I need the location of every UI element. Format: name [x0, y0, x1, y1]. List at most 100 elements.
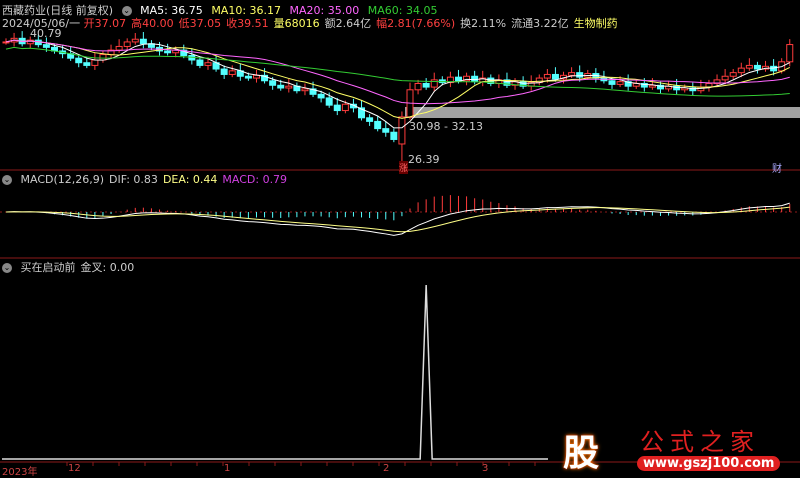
candle	[261, 74, 269, 82]
macd-header: ⌄ MACD(12,26,9) DIF: 0.83 DEA: 0.44 MACD: 0…	[2, 173, 292, 186]
finance-marker[interactable]: 财	[772, 164, 782, 175]
quote-open: 开37.07	[83, 17, 127, 30]
rise-marker[interactable]: 涨	[399, 161, 409, 174]
date-label: 2	[383, 463, 390, 474]
candle	[220, 68, 228, 75]
date-label: 1	[224, 463, 231, 474]
candle	[729, 72, 737, 77]
quote-high: 高40.00	[131, 17, 174, 30]
period: (日线 前复权)	[46, 4, 114, 17]
chevron-down-icon[interactable]: ⌄	[2, 263, 12, 273]
quote-turnover: 换2.11%	[460, 17, 507, 30]
candle	[285, 85, 293, 89]
candle	[99, 54, 107, 61]
candle	[325, 97, 333, 106]
candle	[737, 67, 745, 74]
date-label: 3	[482, 463, 489, 474]
candle	[91, 59, 99, 66]
macd-dea: DEA: 0.44	[162, 173, 218, 186]
candle	[454, 76, 462, 82]
ma5-line	[5, 39, 790, 129]
low-price-label: 26.39	[408, 153, 440, 166]
candle	[430, 79, 438, 88]
quote-change: 幅2.81(7.66%)	[376, 17, 456, 30]
candle	[382, 128, 390, 133]
candle	[398, 116, 406, 145]
candle	[721, 75, 729, 81]
ma20: MA20: 35.00	[289, 4, 360, 17]
ma10: MA10: 36.17	[211, 4, 282, 17]
candle	[228, 70, 236, 75]
candle	[115, 45, 123, 51]
candle	[770, 65, 778, 72]
candle	[75, 57, 83, 64]
candle	[349, 103, 357, 109]
indicator-value: 金叉: 0.00	[80, 261, 135, 274]
macd-value: MACD: 0.79	[222, 173, 288, 186]
candle	[2, 41, 10, 44]
quote-float: 流通3.22亿	[511, 17, 569, 30]
header-bar: 西藏药业(日线 前复权) ⌄ MA5: 36.75 MA10: 36.17 MA…	[2, 2, 442, 18]
stock-name: 西藏药业	[2, 4, 46, 17]
candle	[131, 38, 139, 43]
band-label: 30.98 - 32.13	[409, 120, 483, 133]
candle	[624, 81, 632, 87]
candle	[164, 50, 172, 54]
candle	[519, 81, 527, 87]
candle	[317, 93, 325, 99]
signal-line	[2, 284, 548, 460]
ma60-line	[5, 46, 790, 97]
macd-title: MACD(12,26,9)	[20, 173, 105, 186]
ma10-line	[5, 39, 790, 119]
candle	[786, 44, 794, 63]
candle	[656, 84, 664, 90]
candle	[358, 107, 366, 119]
candle	[551, 73, 559, 80]
candle	[366, 117, 374, 122]
quote-volume: 量68016	[273, 17, 320, 30]
candle	[414, 82, 422, 91]
candle	[576, 72, 584, 78]
candle	[341, 103, 349, 112]
candle	[689, 87, 697, 92]
logo-char: 股	[563, 433, 600, 474]
logo-url: www.gszj100.com	[637, 456, 781, 471]
dif-line	[5, 202, 790, 236]
candle	[648, 84, 656, 88]
quote-date: 2024/05/06/一	[2, 17, 81, 30]
candle	[616, 81, 624, 85]
candle	[83, 62, 91, 66]
macd-dif: DIF: 0.83	[109, 173, 158, 186]
candle	[374, 120, 382, 130]
ma20-line	[5, 39, 790, 105]
candle	[139, 38, 147, 45]
date-label: 2023年	[2, 467, 38, 478]
candle	[244, 75, 252, 79]
candle	[503, 79, 511, 86]
candle	[753, 64, 761, 70]
ma5: MA5: 36.75	[140, 4, 203, 17]
candle	[568, 72, 576, 76]
chevron-down-icon[interactable]: ⌄	[121, 6, 132, 16]
indicator-title: 买在启动前	[20, 261, 76, 274]
candle	[333, 104, 341, 112]
candle	[42, 44, 50, 48]
date-label: 12	[68, 463, 81, 474]
logo-text: 公式之家	[640, 428, 760, 456]
candle	[269, 80, 277, 86]
candle	[463, 75, 471, 82]
chip-band	[405, 107, 800, 118]
chevron-down-icon[interactable]: ⌄	[2, 175, 12, 185]
watermark-logo: 股 公式之家 www.gszj100.com	[555, 420, 800, 476]
candle	[640, 82, 648, 88]
candle	[26, 39, 34, 45]
candle	[390, 131, 398, 140]
candle	[204, 62, 212, 66]
candle	[123, 41, 131, 47]
candle	[301, 88, 309, 92]
indicator-header: ⌄ 买在启动前 金叉: 0.00	[2, 259, 139, 275]
candle	[543, 73, 551, 79]
candle	[277, 84, 285, 89]
candle	[196, 59, 204, 66]
